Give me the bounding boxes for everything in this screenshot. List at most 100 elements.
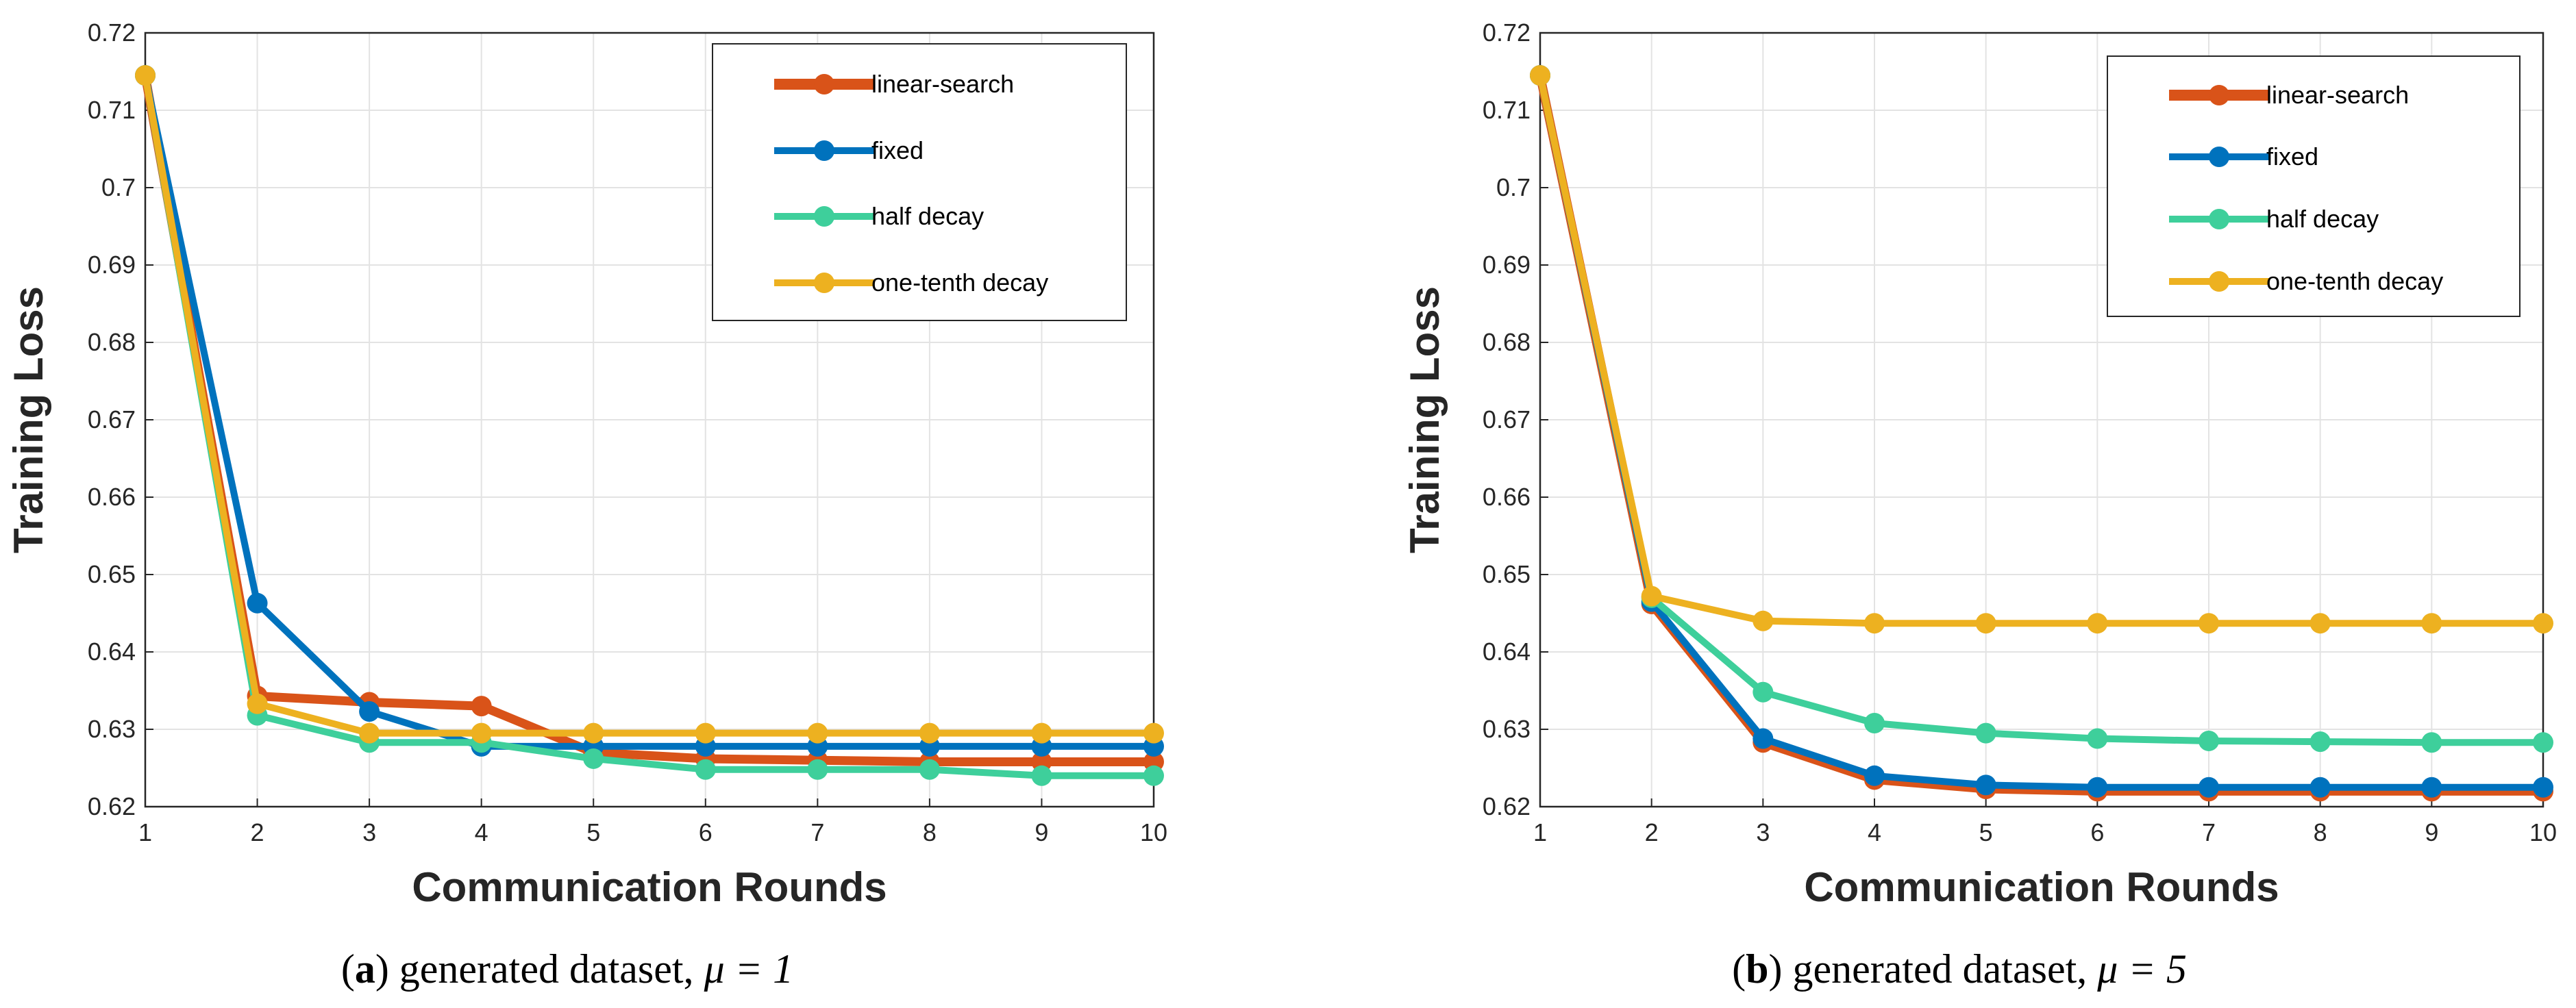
y-axis-label: Training Loss — [5, 286, 51, 553]
data-point — [2533, 613, 2553, 634]
y-tick-label: 0.65 — [1483, 560, 1531, 588]
legend-swatch-marker — [814, 74, 834, 94]
x-tick-label: 5 — [1979, 818, 1993, 846]
data-point — [1753, 681, 1774, 703]
y-tick-label: 0.63 — [88, 715, 136, 743]
data-point — [2087, 613, 2108, 634]
legend-label: half decay — [2266, 205, 2379, 233]
data-point — [247, 693, 268, 714]
y-tick-label: 0.67 — [88, 405, 136, 433]
data-point — [2087, 728, 2108, 749]
caption-paren-open: ( — [341, 946, 355, 992]
y-tick-label: 0.62 — [88, 792, 136, 820]
data-point — [1143, 722, 1164, 744]
data-point — [359, 701, 380, 722]
data-point — [1975, 774, 1996, 796]
x-tick-label: 8 — [923, 818, 937, 846]
y-tick-label: 0.71 — [88, 96, 136, 124]
data-point — [2421, 732, 2442, 753]
caption-label: a — [355, 946, 375, 992]
x-tick-label: 7 — [2202, 818, 2216, 846]
y-tick-label: 0.63 — [1483, 715, 1531, 743]
data-point — [1530, 65, 1550, 86]
data-point — [2309, 613, 2331, 634]
data-point — [1143, 765, 1164, 786]
data-point — [2199, 730, 2219, 751]
y-tick-label: 0.64 — [88, 638, 136, 666]
caption-paren-close: ) — [1769, 946, 1793, 992]
data-point — [1753, 728, 1774, 749]
caption-math: μ = 5 — [2096, 946, 2187, 992]
legend-box — [712, 43, 1127, 321]
series-one-tenth-decay — [135, 65, 1164, 744]
y-tick-label: 0.62 — [1483, 792, 1531, 820]
series-line — [142, 72, 1157, 779]
legend-label: fixed — [2266, 142, 2318, 171]
x-tick-label: 4 — [1868, 818, 1881, 846]
x-tick-label: 5 — [586, 818, 600, 846]
y-tick-label: 0.69 — [88, 251, 136, 279]
legend-swatch-marker — [814, 140, 834, 161]
y-tick-label: 0.67 — [1483, 405, 1531, 433]
caption-text: generated dataset, — [1792, 946, 2097, 992]
x-tick-label: 10 — [1140, 818, 1167, 846]
x-tick-label: 6 — [699, 818, 713, 846]
x-tick-label: 3 — [1756, 818, 1770, 846]
series-one-tenth-decay — [1530, 65, 2553, 634]
data-point — [583, 722, 604, 744]
y-tick-label: 0.65 — [88, 560, 136, 588]
chart-panel-2: 1 2 3 4 5 6 7 8 9 10 0.62 0.63 0.64 0.65 0.66 0.67 0.68 0… — [1402, 18, 2557, 992]
legend-item: fixed — [2169, 142, 2318, 171]
data-point — [1641, 585, 1662, 607]
y-tick-label: 0.72 — [1483, 18, 1531, 47]
legend-label: half decay — [871, 202, 984, 230]
y-axis-label: Training Loss — [1402, 286, 1448, 553]
panel-caption: (a) generated dataset, μ = 1 — [341, 946, 793, 992]
x-tick-label: 2 — [1645, 818, 1659, 846]
data-point — [807, 759, 828, 780]
legend-item: fixed — [774, 136, 924, 164]
data-point — [695, 722, 716, 744]
x-tick-label: 7 — [810, 818, 824, 846]
legend-item: half decay — [2169, 205, 2379, 233]
caption-text: generated dataset, — [399, 946, 704, 992]
data-point — [1031, 765, 1052, 786]
legend-label: fixed — [871, 136, 924, 164]
data-point — [2309, 777, 2331, 798]
legend-swatch-marker — [2209, 271, 2229, 292]
y-tick-label: 0.69 — [1483, 251, 1531, 279]
x-tick-label: 1 — [1533, 818, 1547, 846]
series-line — [1537, 72, 2547, 746]
data-point — [2421, 613, 2442, 634]
series-line — [1537, 72, 2547, 627]
y-tick-label: 0.7 — [1496, 173, 1531, 201]
legend-item: linear-search — [774, 70, 1014, 98]
series-line — [142, 72, 1157, 737]
y-tick-label: 0.66 — [88, 483, 136, 511]
caption-paren-close: ) — [375, 946, 399, 992]
data-point — [1864, 613, 1885, 634]
y-tick-label: 0.68 — [1483, 328, 1531, 356]
legend-label: one-tenth decay — [2266, 267, 2443, 295]
legend-swatch-marker — [814, 273, 834, 293]
data-point — [471, 696, 492, 717]
y-tick-label: 0.71 — [1483, 96, 1531, 124]
x-tick-label: 9 — [1035, 818, 1048, 846]
data-point — [2199, 777, 2219, 798]
x-tick-label: 4 — [475, 818, 488, 846]
data-point — [2199, 613, 2219, 634]
x-tick-label: 9 — [2425, 818, 2438, 846]
legend-label: linear-search — [871, 70, 1014, 98]
data-point — [2533, 732, 2553, 753]
x-tick-label: 8 — [2314, 818, 2327, 846]
data-point — [2087, 777, 2108, 798]
data-point — [2421, 777, 2442, 798]
data-point — [695, 759, 716, 780]
legend-swatch-marker — [2209, 209, 2229, 229]
data-point — [583, 748, 604, 769]
x-tick-label: 3 — [362, 818, 376, 846]
legend: linear-search fixed half decay one-tenth de… — [2107, 55, 2521, 317]
legend-item: one-tenth decay — [774, 268, 1048, 297]
legend-label: one-tenth decay — [871, 268, 1048, 297]
legend-item: linear-search — [2169, 81, 2409, 109]
